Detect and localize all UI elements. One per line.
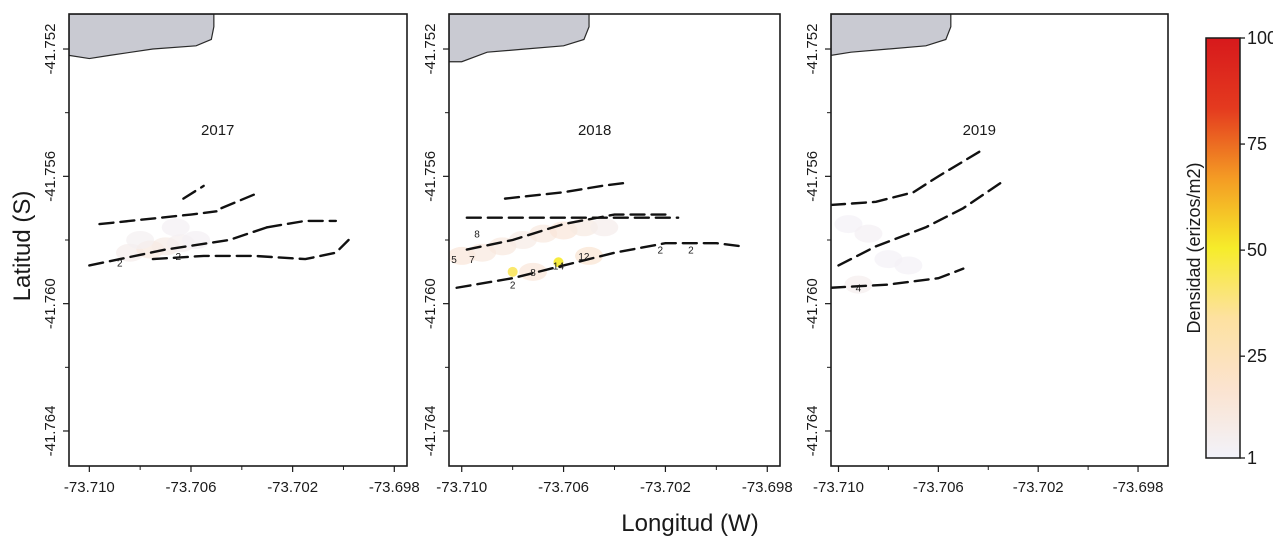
colorbar-gradient	[1205, 37, 1241, 459]
panel-title: 2019	[963, 122, 996, 139]
x-tick-label: -73.698	[742, 479, 793, 496]
density-value-label: 2	[658, 246, 664, 257]
y-tick-label: -41.760	[422, 278, 439, 329]
panel-frame	[830, 13, 1169, 467]
density-value-label: 2	[688, 246, 694, 257]
density-value-label: 2	[175, 252, 181, 263]
colorbar-tick-label: 25	[1247, 346, 1267, 366]
density-cell	[519, 262, 548, 281]
density-value-label: 8	[530, 268, 536, 279]
density-cell	[161, 218, 190, 237]
y-tick-label: -41.752	[422, 24, 439, 75]
colorbar-tick-label: 100	[1247, 28, 1273, 48]
x-tick-label: -73.698	[369, 479, 420, 496]
density-cell	[126, 231, 155, 249]
transect-line	[831, 149, 982, 207]
y-tick-label: -41.756	[804, 151, 821, 202]
y-tick-label: -41.752	[42, 24, 59, 75]
transect-line	[220, 191, 261, 210]
coastline-land	[449, 14, 590, 63]
density-cell	[854, 224, 883, 243]
y-tick-label: -41.760	[804, 278, 821, 329]
x-tick-label: -73.698	[1113, 479, 1164, 496]
colorbar-tick-label: 50	[1247, 240, 1267, 260]
y-tick-label: -41.760	[42, 278, 59, 329]
density-cell	[834, 215, 863, 234]
density-cell	[590, 218, 619, 237]
x-tick-label: -73.706	[166, 479, 217, 496]
density-value-label: 2	[117, 258, 123, 269]
x-tick-label: -73.710	[813, 479, 864, 496]
density-cell	[894, 256, 923, 275]
x-tick-label: -73.702	[1013, 479, 1064, 496]
coastline-land	[69, 14, 215, 60]
x-tick-label: -73.710	[436, 479, 487, 496]
x-axis-label: Longitud (W)	[621, 510, 758, 537]
density-value-label: 5	[451, 255, 457, 266]
map-panel-2019: 4 2019 -73.710 -73.706 -73.702 -73.698 -41.752…	[804, 13, 1169, 496]
coastline-land	[831, 14, 952, 56]
transect-line	[88, 226, 269, 267]
map-panel-2018: 8 7 5 2 8 14 12 2 2 2018 -73.710 -73.706 -73.702 -73.…	[422, 13, 793, 496]
density-value-label: 14	[553, 261, 565, 272]
transect-line	[182, 184, 205, 200]
y-tick-label: -41.764	[804, 406, 821, 457]
x-tick-label: -73.702	[267, 479, 318, 496]
density-cell	[553, 257, 564, 268]
colorbar-label: Densidad (erizos/m2)	[1184, 162, 1204, 333]
transect-line	[503, 181, 629, 200]
transect-line	[837, 178, 1007, 267]
density-value-label: 8	[474, 230, 480, 241]
y-tick-label: -41.764	[422, 406, 439, 457]
density-cell	[507, 266, 518, 277]
colorbar-tick-label: 75	[1247, 134, 1267, 154]
transect-line	[266, 219, 338, 229]
x-tick-label: -73.706	[913, 479, 964, 496]
panel-title: 2017	[201, 122, 234, 139]
transect-line	[455, 241, 744, 289]
map-panel-2017: 2 2 2017 -73.710 -73.706 -73.702 -73.698 -41.75…	[42, 13, 420, 496]
panel-frame	[68, 13, 408, 467]
y-tick-label: -41.756	[422, 151, 439, 202]
density-value-label: 7	[469, 255, 475, 266]
transect-line	[98, 210, 218, 226]
y-tick-label: -41.752	[804, 24, 821, 75]
y-axis-label: Latitud (S)	[9, 191, 36, 302]
colorbar-tick-label: 1	[1247, 448, 1257, 468]
x-tick-label: -73.710	[64, 479, 115, 496]
transect-line	[465, 213, 667, 251]
density-value-label: 12	[578, 252, 590, 263]
transect-line	[831, 267, 965, 289]
x-tick-label: -73.702	[640, 479, 691, 496]
density-value-label: 2	[510, 281, 516, 292]
panel-title: 2018	[578, 122, 611, 139]
colorbar: Densidad (erizos/m2) 100 75 50 25 1	[1184, 28, 1273, 468]
y-tick-label: -41.764	[42, 406, 59, 457]
y-tick-label: -41.756	[42, 151, 59, 202]
density-value-label: 4	[856, 284, 862, 295]
density-cell	[844, 275, 873, 294]
x-tick-label: -73.706	[538, 479, 589, 496]
transect-line	[151, 238, 350, 261]
